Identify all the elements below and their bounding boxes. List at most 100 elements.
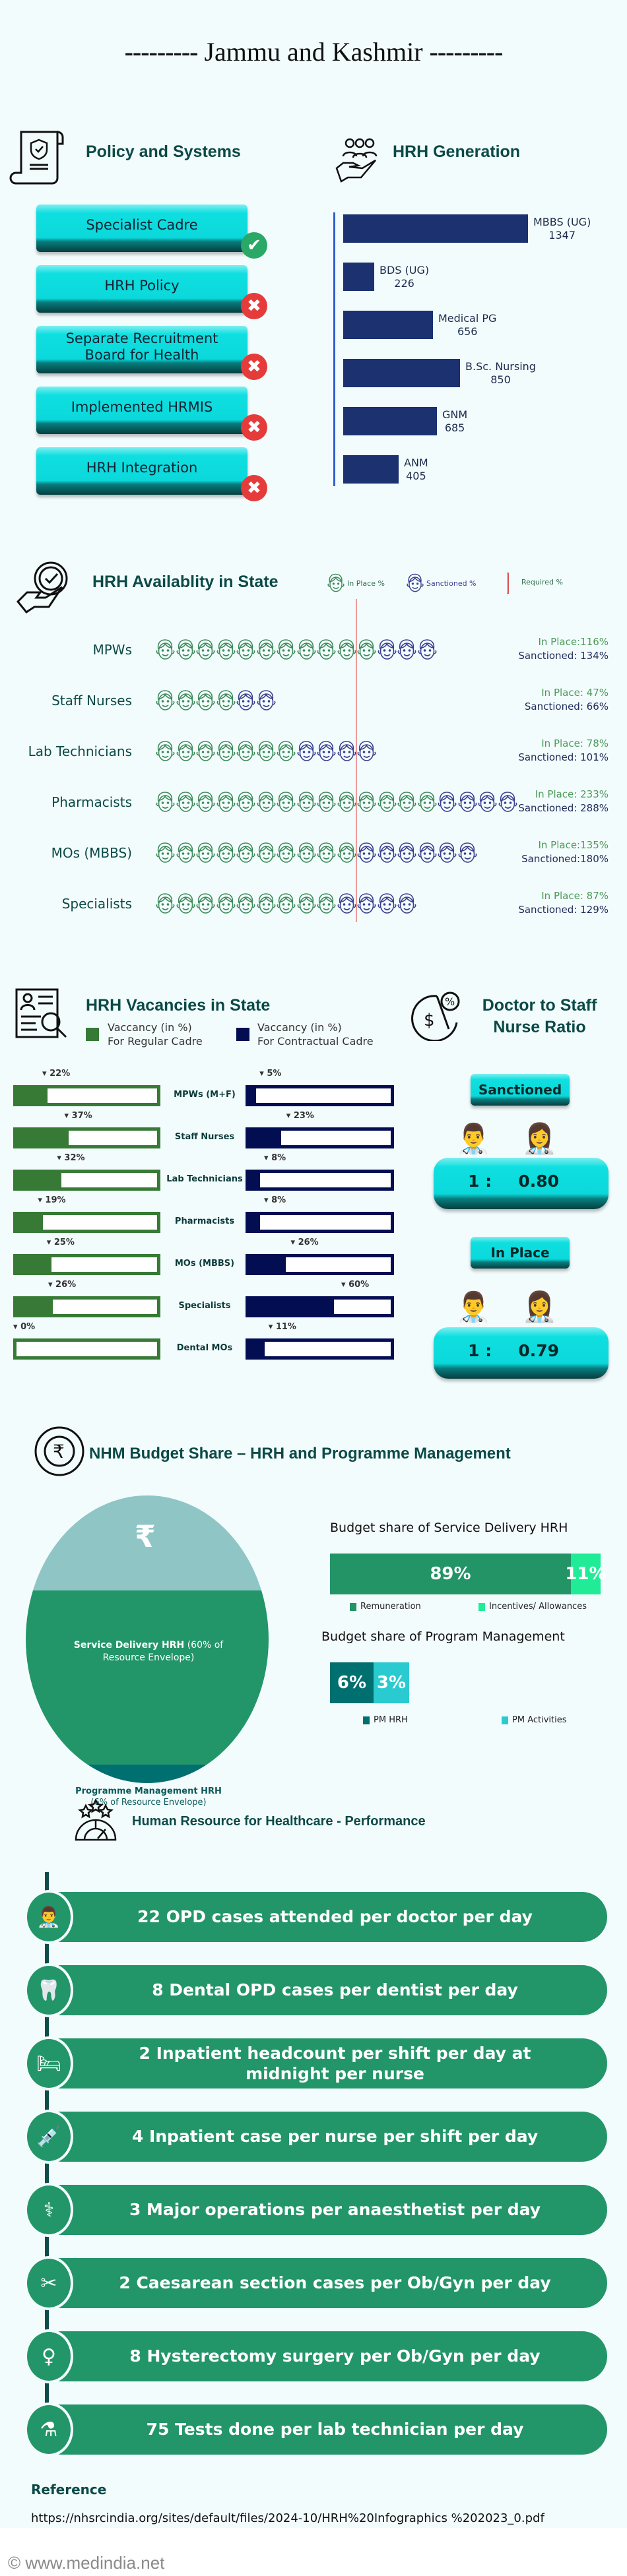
syringe-icon: 💉: [24, 2110, 73, 2164]
sanctioned-face-icon: [417, 639, 438, 661]
doctor-icon: 👨‍⚕: [24, 1890, 73, 1944]
regular-vacancy-bar: [13, 1170, 160, 1191]
performance-item: 2 Caesarean section cases per Ob/Gyn per…: [36, 2258, 607, 2308]
page-title-text: Jammu and Kashmir: [204, 37, 423, 67]
in-place-value: In Place:135%: [538, 839, 609, 851]
in-place-face-icon: [236, 893, 256, 915]
contractual-vacancy-label: ▾ 11%: [268, 1322, 296, 1332]
in-place-face-icon: [296, 639, 317, 661]
in-place-face-icon: [356, 639, 377, 661]
performance-item: 4 Inpatient case per nurse per shift per…: [36, 2112, 607, 2162]
reference-link[interactable]: https://nhsrcindia.org/sites/default/fil…: [31, 2511, 544, 2525]
contractual-vacancy-value: 8: [271, 1153, 278, 1163]
in-place-face-icon: [276, 639, 296, 661]
regular-vacancy-fill: [16, 1300, 53, 1314]
check-icon: ✔: [241, 232, 267, 259]
in-place-face-icon: [316, 639, 337, 661]
policy-item: Separate Recruitment Board for Health: [36, 326, 248, 373]
generation-axis: [333, 212, 335, 486]
legend-sanctioned: Sanctioned %: [406, 573, 477, 594]
vacancy-row-label: Pharmacists: [174, 1216, 235, 1226]
availability-values: In Place:135% Sanctioned:180%: [521, 838, 609, 866]
in-place-face-icon: [337, 842, 357, 864]
generation-bar-label: B.Sc. Nursing 850: [465, 360, 536, 387]
regular-vacancy-value: 19: [45, 1195, 57, 1205]
sanctioned-value: Sanctioned: 134%: [518, 650, 609, 662]
legend-item: PM Activities: [502, 1715, 567, 1725]
contractual-vacancy-fill: [249, 1131, 282, 1145]
contractual-vacancy-value: 8: [271, 1195, 278, 1205]
pm-title: Budget share of Program Management: [321, 1629, 565, 1644]
legend-regular-swatch: [86, 1028, 99, 1041]
in-place-face-icon: [216, 740, 236, 763]
rupee-coin-icon: ₹: [34, 1426, 84, 1476]
policy-item: HRH Integration: [36, 447, 248, 495]
performance-item: 2 Inpatient headcount per shift per day …: [36, 2038, 607, 2089]
policy-title: Policy and Systems: [86, 142, 241, 161]
in-place-face-icon: [216, 689, 236, 712]
sanctioned-face-icon: [236, 689, 256, 712]
in-place-face-icon: [216, 893, 236, 915]
contractual-vacancy-bar: [246, 1212, 394, 1233]
in-place-face-icon: [176, 893, 196, 915]
sanctioned-face-icon: [417, 842, 438, 864]
in-place-face-icon: [276, 893, 296, 915]
bar-category: BDS (UG): [380, 264, 430, 276]
contractual-vacancy-fill: [249, 1257, 286, 1272]
nurse-icon: 👩‍⚕️: [521, 1122, 558, 1156]
ellipse-service-delivery-segment: [26, 1590, 269, 1765]
legend-label: PM Activities: [512, 1715, 567, 1725]
bar-value: 226: [394, 277, 414, 290]
bar-category: Medical PG: [438, 312, 497, 325]
sanctioned-ratio: 1 :0.80: [434, 1158, 609, 1209]
in-place-face-icon: [256, 639, 277, 661]
sanctioned-face-icon: [457, 842, 478, 864]
in-place-value: In Place:116%: [538, 636, 609, 648]
performance-item: 8 Hysterectomy surgery per Ob/Gyn per da…: [36, 2331, 607, 2381]
sanctioned-face-icon: [377, 842, 397, 864]
regular-vacancy-bar: [13, 1296, 160, 1317]
bar-category: MBBS (UG): [533, 216, 591, 228]
in-place-face-icon: [176, 791, 196, 813]
regular-vacancy-value: 25: [53, 1238, 66, 1247]
in-place-face-icon: [236, 740, 256, 763]
in-place-face-icon: [337, 639, 357, 661]
in-place-face-icon: [155, 893, 176, 915]
legend-item: PM HRH: [363, 1715, 408, 1725]
regular-vacancy-value: 22: [50, 1069, 62, 1079]
contractual-vacancy-label: ▾ 5%: [259, 1069, 282, 1079]
in-place-face-icon: [296, 893, 317, 915]
generation-bar: [343, 311, 433, 339]
contractual-vacancy-label: ▾ 8%: [264, 1195, 286, 1205]
in-place-face-icon: [397, 791, 417, 813]
regular-vacancy-bar: [13, 1127, 160, 1148]
in-place-face-icon: [296, 791, 317, 813]
generation-bar: [343, 455, 399, 484]
in-place-face-icon: [256, 791, 277, 813]
legend-swatch: [478, 1602, 485, 1611]
hand-check-icon: [16, 561, 68, 614]
sanctioned-face-icon: [356, 893, 377, 915]
sanctioned-value: Sanctioned: 288%: [518, 802, 609, 814]
contractual-vacancy-fill: [249, 1342, 265, 1356]
reference-title: Reference: [31, 2482, 107, 2497]
bar-value: 1347: [548, 229, 576, 241]
in-place-face-icon: [236, 791, 256, 813]
vacancy-row-label: MPWs (M+F): [174, 1090, 236, 1100]
in-place-face-icon: [176, 740, 196, 763]
regular-vacancy-bar: [13, 1212, 160, 1233]
sanctioned-face-icon: [457, 791, 478, 813]
svg-text:₹: ₹: [53, 1441, 65, 1462]
in-place-face-icon: [155, 791, 176, 813]
contractual-vacancy-value: 11: [275, 1322, 288, 1332]
watermark: © www.medindia.net: [8, 2553, 165, 2573]
svg-text:%: %: [445, 995, 455, 1008]
legend-regular: Vaccancy (in %) For Regular Cadre: [108, 1021, 203, 1048]
page-title: --------- Jammu and Kashmir ---------: [124, 37, 504, 67]
vacancy-row-label: Staff Nurses: [174, 1132, 235, 1142]
availability-values: In Place:116% Sanctioned: 134%: [518, 635, 609, 663]
generation-bar-label: Medical PG 656: [438, 312, 496, 338]
doctor-icon: 👨‍⚕️: [455, 1290, 492, 1324]
performance-item: 22 OPD cases attended per doctor per day: [36, 1892, 607, 1942]
sanctioned-face-icon: [397, 842, 417, 864]
